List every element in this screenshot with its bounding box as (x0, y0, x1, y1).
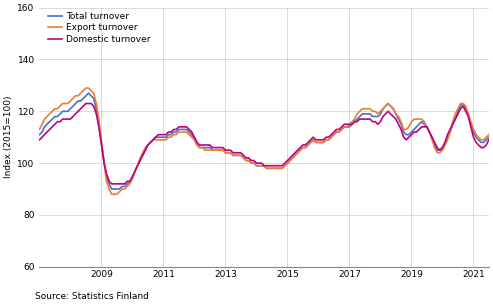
Y-axis label: Index (2015=100): Index (2015=100) (4, 96, 13, 178)
Line: Export turnover: Export turnover (39, 88, 489, 194)
Legend: Total turnover, Export turnover, Domestic turnover: Total turnover, Export turnover, Domesti… (48, 12, 150, 44)
Text: Source: Statistics Finland: Source: Statistics Finland (35, 292, 148, 301)
Line: Total turnover: Total turnover (39, 93, 489, 189)
Line: Domestic turnover: Domestic turnover (39, 104, 489, 184)
